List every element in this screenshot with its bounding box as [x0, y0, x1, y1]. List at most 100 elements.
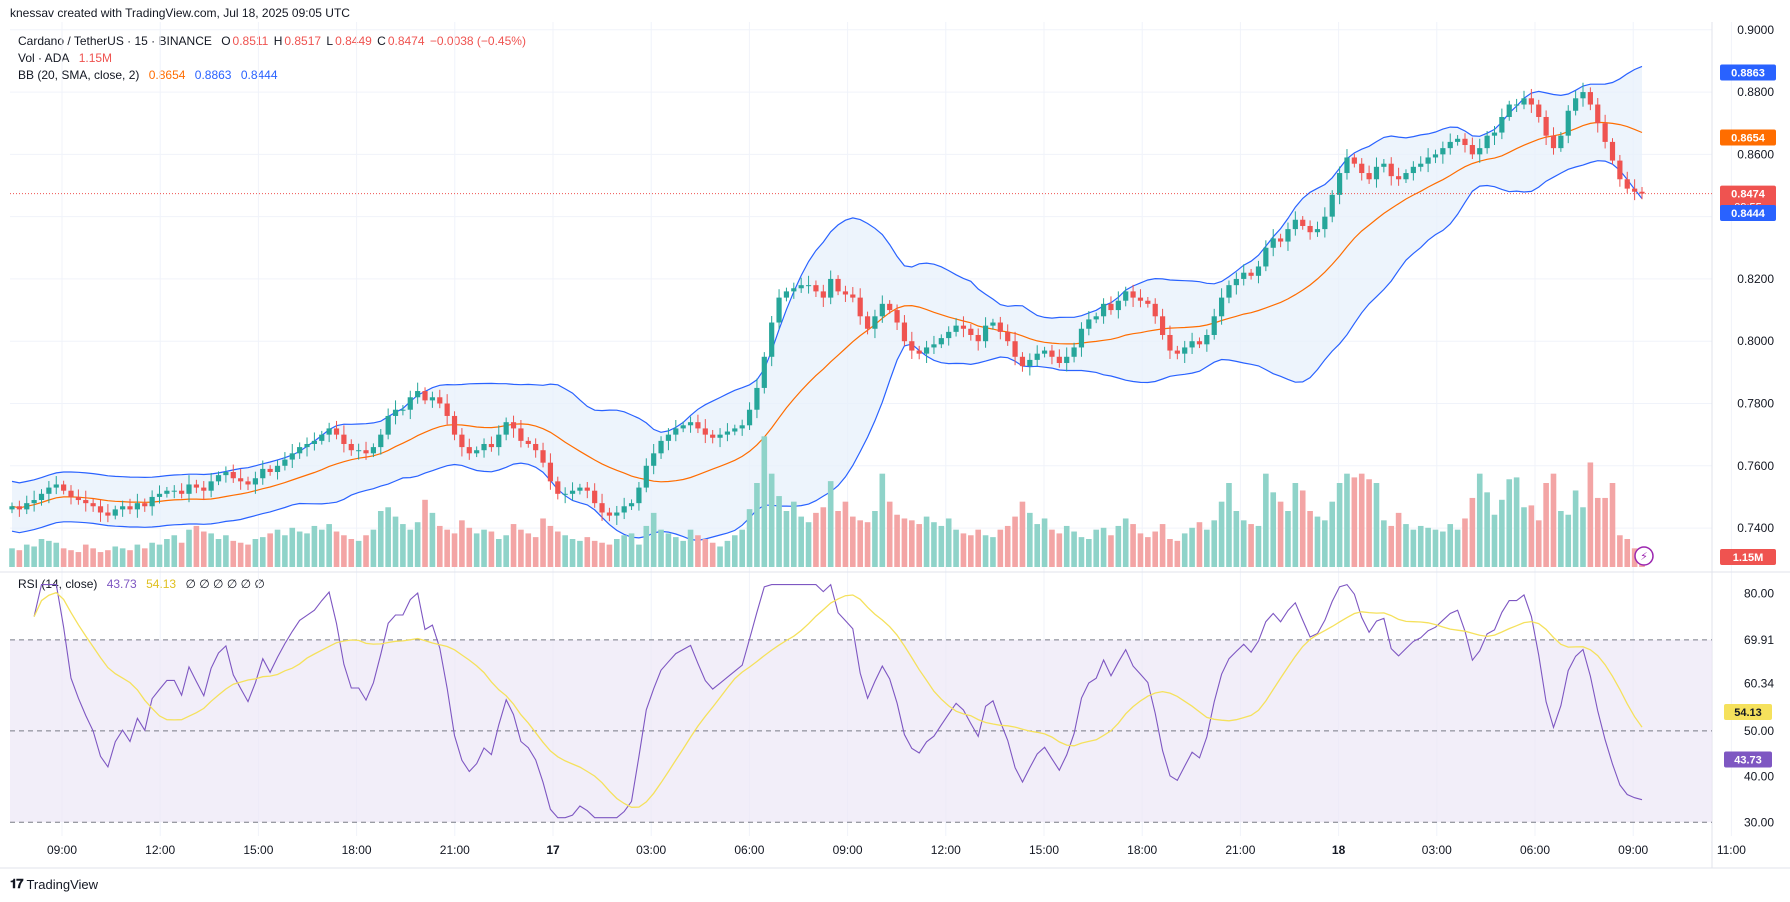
- candle-body: [267, 468, 273, 473]
- volume-bar: [584, 537, 591, 567]
- candle-body: [1071, 347, 1077, 357]
- bb-basis-badge-text: 0.8654: [1731, 133, 1766, 145]
- rsi-value: 43.73: [106, 577, 137, 591]
- candle-body: [193, 484, 199, 488]
- volume-bar: [1432, 529, 1439, 567]
- candle-body: [1314, 229, 1321, 233]
- candle-body: [665, 434, 672, 441]
- volume-bar: [392, 516, 399, 567]
- volume-bar: [38, 539, 45, 567]
- candle-body: [282, 459, 288, 466]
- candle-body: [577, 487, 583, 491]
- candle-body: [1108, 303, 1114, 311]
- volume-bar: [886, 501, 893, 567]
- volume-bar: [835, 511, 841, 567]
- volume-bar: [495, 539, 502, 567]
- candle-body: [297, 447, 303, 454]
- candle-body: [378, 434, 384, 448]
- volume-bar: [916, 524, 922, 567]
- candle-body: [592, 490, 598, 504]
- candle-body: [798, 285, 804, 289]
- tradingview-logo[interactable]: 𝟏𝟕 TradingView: [10, 876, 98, 892]
- volume-bar: [237, 542, 244, 567]
- volume-bar: [1071, 531, 1077, 567]
- candle-body: [16, 506, 22, 510]
- volume-bar: [1189, 527, 1195, 567]
- candle-body: [1388, 163, 1394, 177]
- candle-body: [975, 334, 981, 342]
- candle-body: [466, 447, 472, 454]
- volume-bar: [945, 518, 952, 567]
- candle-body: [636, 487, 642, 504]
- volume-bar: [1115, 525, 1122, 567]
- rsi-legend[interactable]: RSI (14, close) 43.73 54.13 ∅ ∅ ∅ ∅ ∅ ∅: [18, 577, 267, 591]
- volume-bar: [9, 548, 15, 567]
- volume-bar: [739, 529, 745, 567]
- volume-bar: [798, 516, 804, 567]
- volume-bar: [1499, 499, 1505, 567]
- candle-body: [518, 428, 524, 441]
- time-tick-label: 03:00: [636, 843, 666, 857]
- candle-body: [687, 422, 694, 426]
- bb-upper-badge-text: 0.8863: [1731, 67, 1765, 79]
- price-tick-label: 0.8600: [1737, 147, 1774, 161]
- volume-bar: [1263, 473, 1269, 567]
- volume-bar: [149, 542, 155, 567]
- candle-body: [1484, 135, 1490, 149]
- volume-bar: [717, 546, 723, 567]
- candle-body: [761, 356, 767, 388]
- volume-bar: [1093, 529, 1100, 567]
- candle-body: [201, 487, 207, 491]
- high-label: H: [273, 34, 283, 48]
- candle-body: [481, 443, 487, 451]
- candle-body: [1587, 92, 1593, 105]
- volume-bar: [230, 540, 237, 567]
- volume-bar: [1587, 462, 1594, 567]
- candle-body: [134, 503, 140, 510]
- candle-body: [651, 453, 657, 466]
- volume-bar: [1609, 483, 1616, 567]
- volume-bar: [754, 483, 760, 567]
- candle-body: [1632, 188, 1638, 192]
- candle-body: [887, 303, 893, 311]
- candle-body: [1521, 98, 1527, 105]
- candle-body: [953, 325, 959, 332]
- volume-bar: [1159, 524, 1166, 567]
- volume-bar: [1049, 529, 1055, 567]
- volume-bar: [1506, 479, 1513, 567]
- candle-body: [1204, 334, 1210, 345]
- volume-bar: [636, 544, 642, 567]
- symbol-legend[interactable]: Cardano / TetherUS · 15 · BINANCE O 0.851…: [18, 34, 528, 48]
- bb-lower-badge-text: 0.8444: [1731, 208, 1766, 220]
- volume-bar: [385, 507, 391, 567]
- candle-body: [606, 512, 613, 516]
- candle-body: [990, 322, 996, 326]
- close-label: C: [377, 34, 386, 48]
- candle-body: [474, 450, 480, 454]
- volume-bar: [481, 529, 487, 567]
- tradingview-logo-text: TradingView: [26, 876, 99, 892]
- candle-body: [1174, 350, 1180, 354]
- volume-bar: [1056, 533, 1063, 567]
- volume-bar: [274, 529, 281, 567]
- volume-bar: [1004, 525, 1011, 567]
- candle-body: [252, 478, 258, 485]
- volume-bar: [112, 546, 119, 567]
- volume-legend[interactable]: Vol · ADA 1.15M: [18, 51, 114, 65]
- volume-bar: [687, 529, 694, 567]
- candle-body: [38, 493, 45, 501]
- candle-body: [164, 490, 170, 494]
- volume-bar: [872, 511, 878, 567]
- candle-body: [1602, 123, 1608, 142]
- candle-body: [813, 285, 819, 292]
- candle-body: [938, 338, 944, 345]
- volume-bar: [1535, 520, 1542, 567]
- volume-bar: [1617, 535, 1623, 567]
- bb-legend[interactable]: BB (20, SMA, close, 2) 0.8654 0.8863 0.8…: [18, 68, 280, 82]
- volume-bar: [820, 507, 827, 567]
- candle-body: [746, 409, 753, 426]
- candle-body: [407, 397, 413, 410]
- candle-body: [1550, 135, 1557, 149]
- volume-bar: [1631, 548, 1638, 567]
